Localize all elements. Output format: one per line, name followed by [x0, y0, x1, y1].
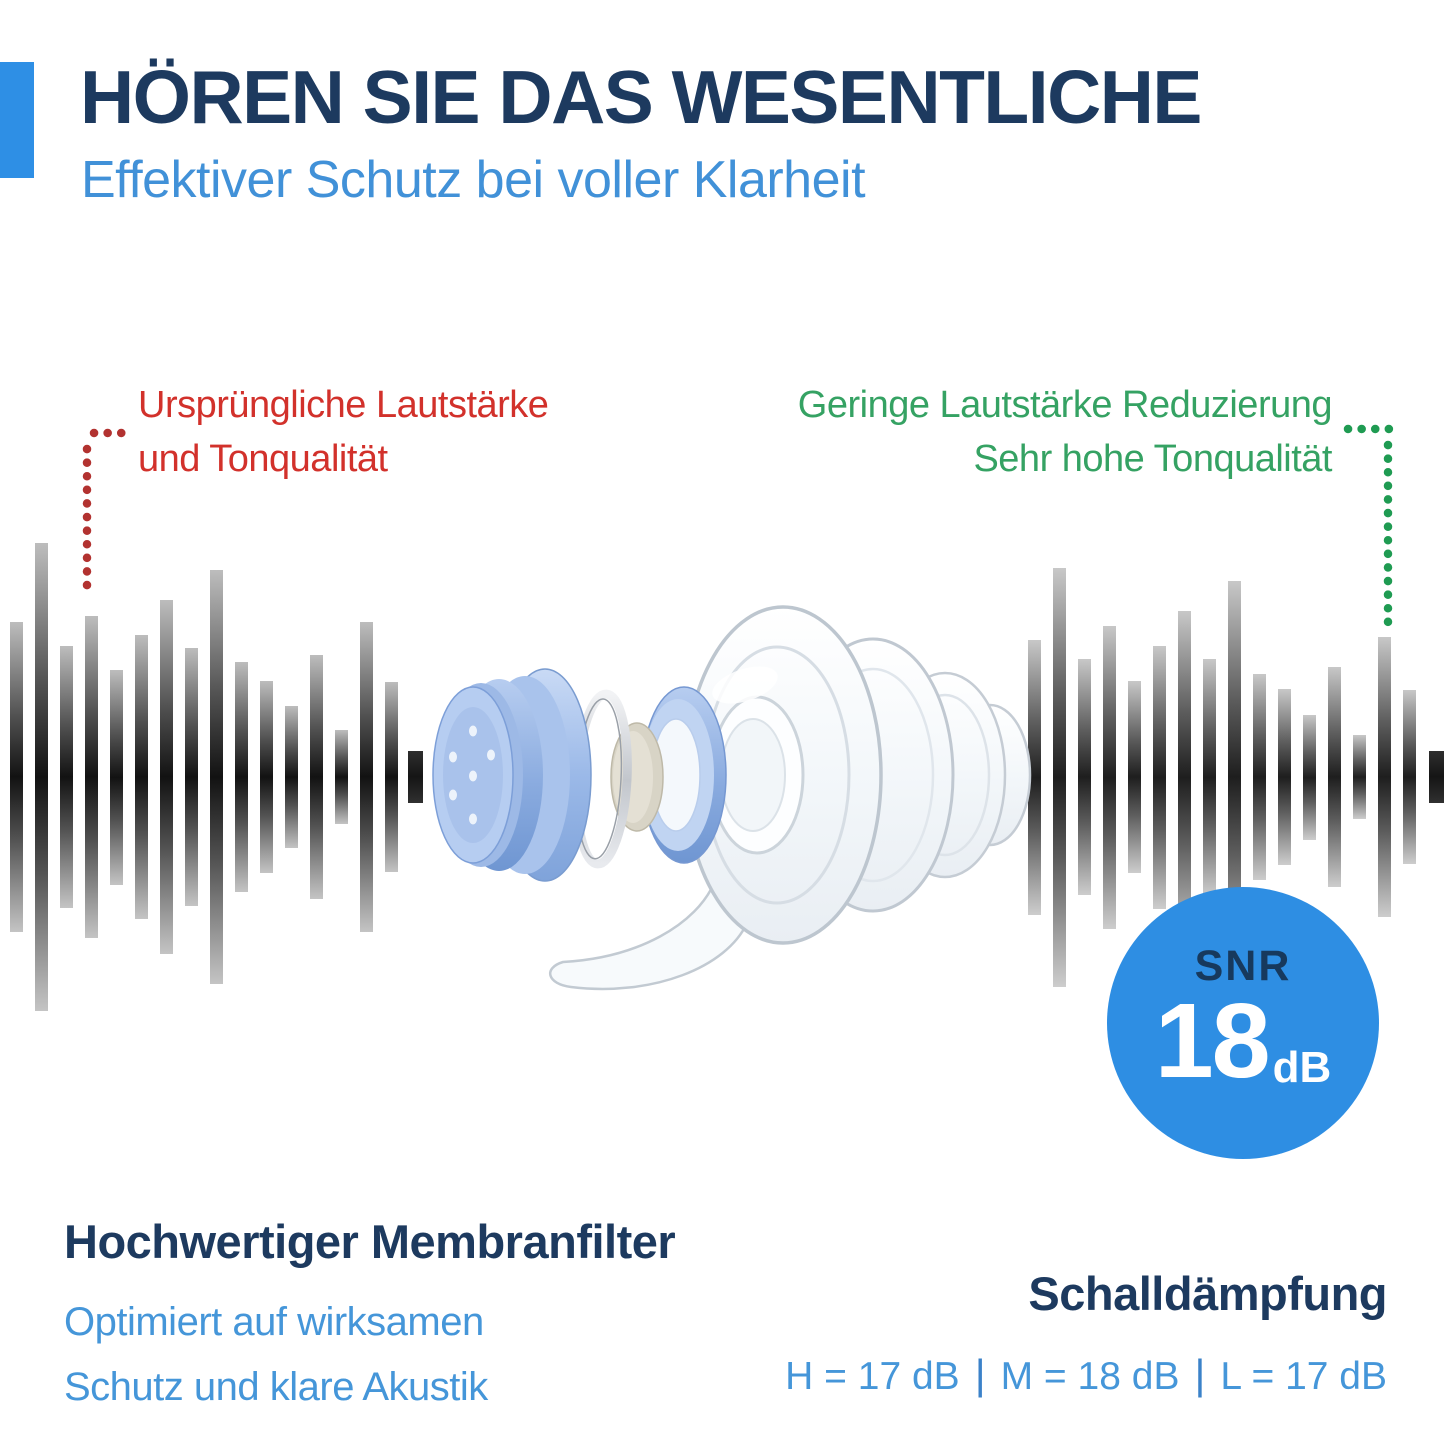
waveform-bar-left: [385, 682, 398, 872]
waveform-bar-right: [1028, 639, 1041, 915]
attenuation-separator: |: [974, 1351, 986, 1398]
annotation-reduced-sound-line1: Geringe Lautstärke Reduzierung: [797, 384, 1333, 426]
waveform-bar-left: [335, 730, 348, 824]
snr-badge-value: 18: [1154, 981, 1271, 1100]
annotation-original-sound-line1: Ursprüngliche Lautstärke: [138, 384, 549, 426]
snr-badge-value-row: 18 dB: [1154, 981, 1332, 1100]
snr-badge-label: SNR: [1194, 941, 1292, 990]
waveform-bar-right: [1228, 581, 1241, 973]
waveform-bar-left: [310, 655, 323, 899]
annotation-reduced-sound: Geringe Lautstärke Reduzierung Sehr hohe…: [797, 378, 1333, 486]
waveform-bar-left: [160, 600, 173, 954]
membrane-filter-line2: Schutz und klare Akustik: [64, 1365, 488, 1409]
attenuation-value-low: L = 17 dB: [1220, 1355, 1387, 1398]
attenuation-heading: Schalldämpfung: [1028, 1267, 1387, 1320]
waveform-bar-left: [360, 622, 373, 932]
waveform-bar-left: [285, 706, 298, 848]
membrane-filter-heading: Hochwertiger Membranfilter: [64, 1215, 676, 1268]
waveform-end-bar-right: [1429, 751, 1444, 803]
header-accent-bar: [0, 62, 34, 178]
membrane-filter-text-block: Hochwertiger Membranfilter Optimiert auf…: [64, 1214, 676, 1420]
waveform-end-bar-left: [408, 751, 423, 803]
blue-filter-ring: [641, 686, 727, 864]
annotation-original-sound: Ursprüngliche Lautstärke und Tonqualität: [138, 378, 549, 486]
waveform-bar-right: [1078, 659, 1091, 895]
attenuation-text-block: Schalldämpfung H = 17 dB | M = 18 dB | L…: [785, 1266, 1387, 1401]
waveform-bar-right: [1178, 610, 1191, 944]
page-title: HÖREN SIE DAS WESENTLICHE: [80, 55, 1202, 139]
waveform-bar-left: [185, 648, 198, 906]
page-subtitle: Effektiver Schutz bei voller Klarheit: [81, 151, 866, 209]
cap-vent-holes: [449, 725, 495, 825]
waveform-bar-right: [1403, 690, 1416, 864]
waveform-bar-left: [235, 662, 248, 892]
waveform-bar-right: [1278, 689, 1291, 865]
earplug-exploded-view: [432, 605, 1032, 991]
waveform-bar-left: [35, 543, 48, 1011]
blue-filter-cap: [432, 668, 592, 882]
waveform-bar-right: [1253, 674, 1266, 880]
snr-badge-unit: dB: [1272, 1043, 1332, 1093]
annotation-original-sound-line2: und Tonqualität: [138, 438, 388, 480]
waveform-bar-left: [60, 646, 73, 908]
attenuation-value-high: H = 17 dB: [785, 1355, 960, 1398]
waveform-bar-right: [1203, 658, 1216, 896]
attenuation-values: H = 17 dB | M = 18 dB | L = 17 dB: [785, 1351, 1387, 1401]
waveform-bar-left: [110, 669, 123, 885]
waveform-bar-right: [1353, 735, 1366, 819]
waveform-bar-right: [1303, 714, 1316, 840]
snr-badge: SNR 18 dB: [1107, 887, 1379, 1159]
annotation-reduced-sound-line2: Sehr hohe Tonqualität: [973, 438, 1332, 480]
attenuation-value-mid: M = 18 dB: [1000, 1355, 1180, 1398]
membrane-filter-line1: Optimiert auf wirksamen: [64, 1300, 484, 1344]
attenuation-separator: |: [1194, 1351, 1206, 1398]
clear-silicone-earplug: [549, 605, 1032, 991]
waveform-bar-left: [210, 570, 223, 984]
waveform-bar-right: [1053, 567, 1066, 987]
waveform-bar-right: [1328, 667, 1341, 887]
waveform-bar-right: [1128, 681, 1141, 873]
waveform-bar-right: [1153, 645, 1166, 909]
waveform-bar-right: [1103, 625, 1116, 929]
waveform-bar-left: [10, 622, 23, 932]
waveform-bar-left: [85, 616, 98, 938]
waveform-bar-left: [260, 681, 273, 873]
waveform-bar-right: [1378, 637, 1391, 917]
waveform-bar-left: [135, 635, 148, 919]
